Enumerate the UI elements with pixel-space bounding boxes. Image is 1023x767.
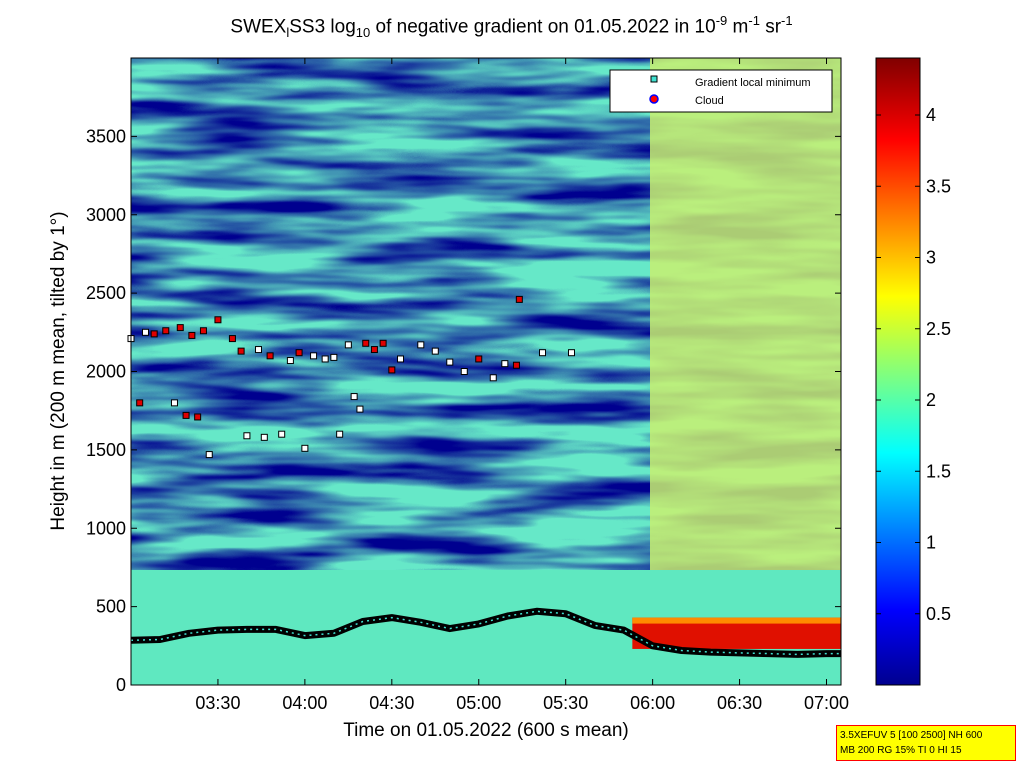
marker-layer	[127, 295, 841, 658]
y-tick-label: 1000	[86, 518, 126, 538]
gradient-minimum-marker	[336, 430, 344, 438]
cloud-marker	[182, 411, 190, 419]
y-tick-label: 500	[96, 597, 126, 617]
gradient-minimum-marker	[501, 360, 509, 368]
gradient-minimum-marker	[344, 341, 352, 349]
y-tick-label: 2000	[86, 362, 126, 382]
heatmap-plot	[127, 58, 841, 685]
legend-label-cloud: Cloud	[695, 95, 724, 107]
settings-box: 3.5XEFUV 5 [100 2500] NH 600 MB 200 RG 1…	[836, 725, 1016, 761]
cloud-marker	[266, 352, 274, 360]
colorbar: 0.5 1 1.5 2 2.5 3 3.5 4	[875, 57, 951, 686]
gradient-minimum-marker	[539, 349, 547, 357]
cloud-marker	[475, 355, 483, 363]
colorbar-tick-label: 3.5	[926, 176, 951, 196]
gradient-minimum-marker	[446, 358, 454, 366]
y-tick-label: 1500	[86, 440, 126, 460]
cloud-marker	[512, 361, 520, 369]
y-axis-label: Height in m (200 m mean, tilted by 1°)	[48, 211, 69, 530]
x-tick-label: 06:30	[717, 693, 762, 713]
gradient-minimum-marker	[310, 352, 318, 360]
colorbar-tick-label: 3	[926, 248, 936, 268]
gradient-minimum-marker	[460, 368, 468, 375]
colorbar-tick-label: 2	[926, 390, 936, 410]
cloud-marker	[515, 295, 523, 303]
x-tick-label: 03:30	[195, 693, 240, 713]
colorbar-tick-label: 2.5	[926, 319, 951, 339]
gradient-minimum-marker	[431, 347, 439, 355]
cloud-marker	[388, 366, 396, 374]
cloud-marker	[379, 339, 387, 347]
legend-marker-gradient	[650, 75, 658, 83]
gradient-minimum-marker	[321, 355, 329, 363]
x-tick-label: 05:00	[456, 693, 501, 713]
gradient-minimum-marker	[356, 405, 364, 413]
cloud-marker	[370, 346, 378, 354]
plot-axes: 03:30 04:00 04:30 05:00 05:30 06:00 06:30 07:00…	[48, 57, 849, 741]
y-tick-label: 2500	[86, 283, 126, 303]
gradient-minimum-line-highlight	[130, 610, 841, 656]
chart-title: SWEXlSS3 log10 of negative gradient on 0…	[230, 13, 793, 41]
cloud-marker	[362, 339, 370, 347]
x-tick-label: 04:30	[369, 693, 414, 713]
gradient-minimum-marker	[170, 399, 178, 407]
colorbar-tick-group: 0.5 1 1.5 2 2.5 3 3.5 4	[876, 105, 951, 624]
gradient-minimum-marker	[141, 328, 149, 336]
gradient-minimum-marker	[286, 357, 294, 365]
cloud-marker	[199, 327, 207, 335]
cloud-marker	[237, 347, 245, 355]
cloud-marker	[176, 324, 184, 332]
gradient-minimum-marker	[278, 430, 286, 438]
legend-marker-cloud	[649, 94, 659, 104]
y-tick-label: 3500	[86, 126, 126, 146]
x-tick-label: 07:00	[804, 693, 849, 713]
colorbar-fill	[875, 57, 921, 686]
colorbar-tick-label: 0.5	[926, 604, 951, 624]
settings-line-1: 3.5XEFUV 5 [100 2500] NH 600	[840, 730, 983, 741]
colorbar-tick-label: 1	[926, 533, 936, 553]
colorbar-tick-label: 4	[926, 105, 936, 125]
gradient-minimum-marker	[567, 349, 575, 357]
gradient-minimum-marker	[301, 444, 309, 452]
colorbar-tick-label: 1.5	[926, 461, 951, 481]
y-tick-label: 3000	[86, 205, 126, 225]
gradient-minimum-marker	[417, 341, 425, 349]
gradient-minimum-marker	[255, 346, 263, 354]
cloud-marker	[188, 331, 196, 339]
y-tick-group: 0 500 1000 1500 2000 2500 3000 3500	[86, 126, 841, 695]
gradient-minimum-marker	[243, 432, 251, 440]
y-tick-label: 0	[116, 675, 126, 695]
cloud-marker	[194, 413, 202, 421]
gradient-minimum-marker	[489, 374, 497, 382]
gradient-minimum-marker	[260, 433, 268, 441]
cloud-marker	[214, 316, 222, 324]
settings-line-2: MB 200 RG 15% TI 0 HI 15	[840, 745, 962, 756]
legend-box	[609, 69, 833, 113]
cloud-marker	[295, 349, 303, 357]
legend-label-gradient: Gradient local minimum	[695, 77, 811, 89]
heatmap-texture-right	[650, 58, 841, 618]
x-tick-label: 04:00	[282, 693, 327, 713]
cloud-marker	[162, 327, 170, 335]
gradient-minimum-marker	[330, 353, 338, 361]
legend: Gradient local minimum Cloud	[609, 69, 833, 113]
x-tick-group: 03:30 04:00 04:30 05:00 05:30 06:00 06:30 07:00	[195, 58, 849, 713]
cloud-marker	[150, 330, 158, 338]
gradient-minimum-marker	[205, 451, 213, 459]
cloud-region-edge	[632, 617, 841, 624]
x-axis-label: Time on 01.05.2022 (600 s mean)	[343, 720, 629, 741]
gradient-minimum-marker	[397, 355, 405, 363]
x-tick-label: 06:00	[630, 693, 675, 713]
cloud-marker	[228, 335, 236, 343]
x-tick-label: 05:30	[543, 693, 588, 713]
gradient-minimum-marker	[350, 393, 358, 401]
cloud-marker	[136, 399, 144, 407]
